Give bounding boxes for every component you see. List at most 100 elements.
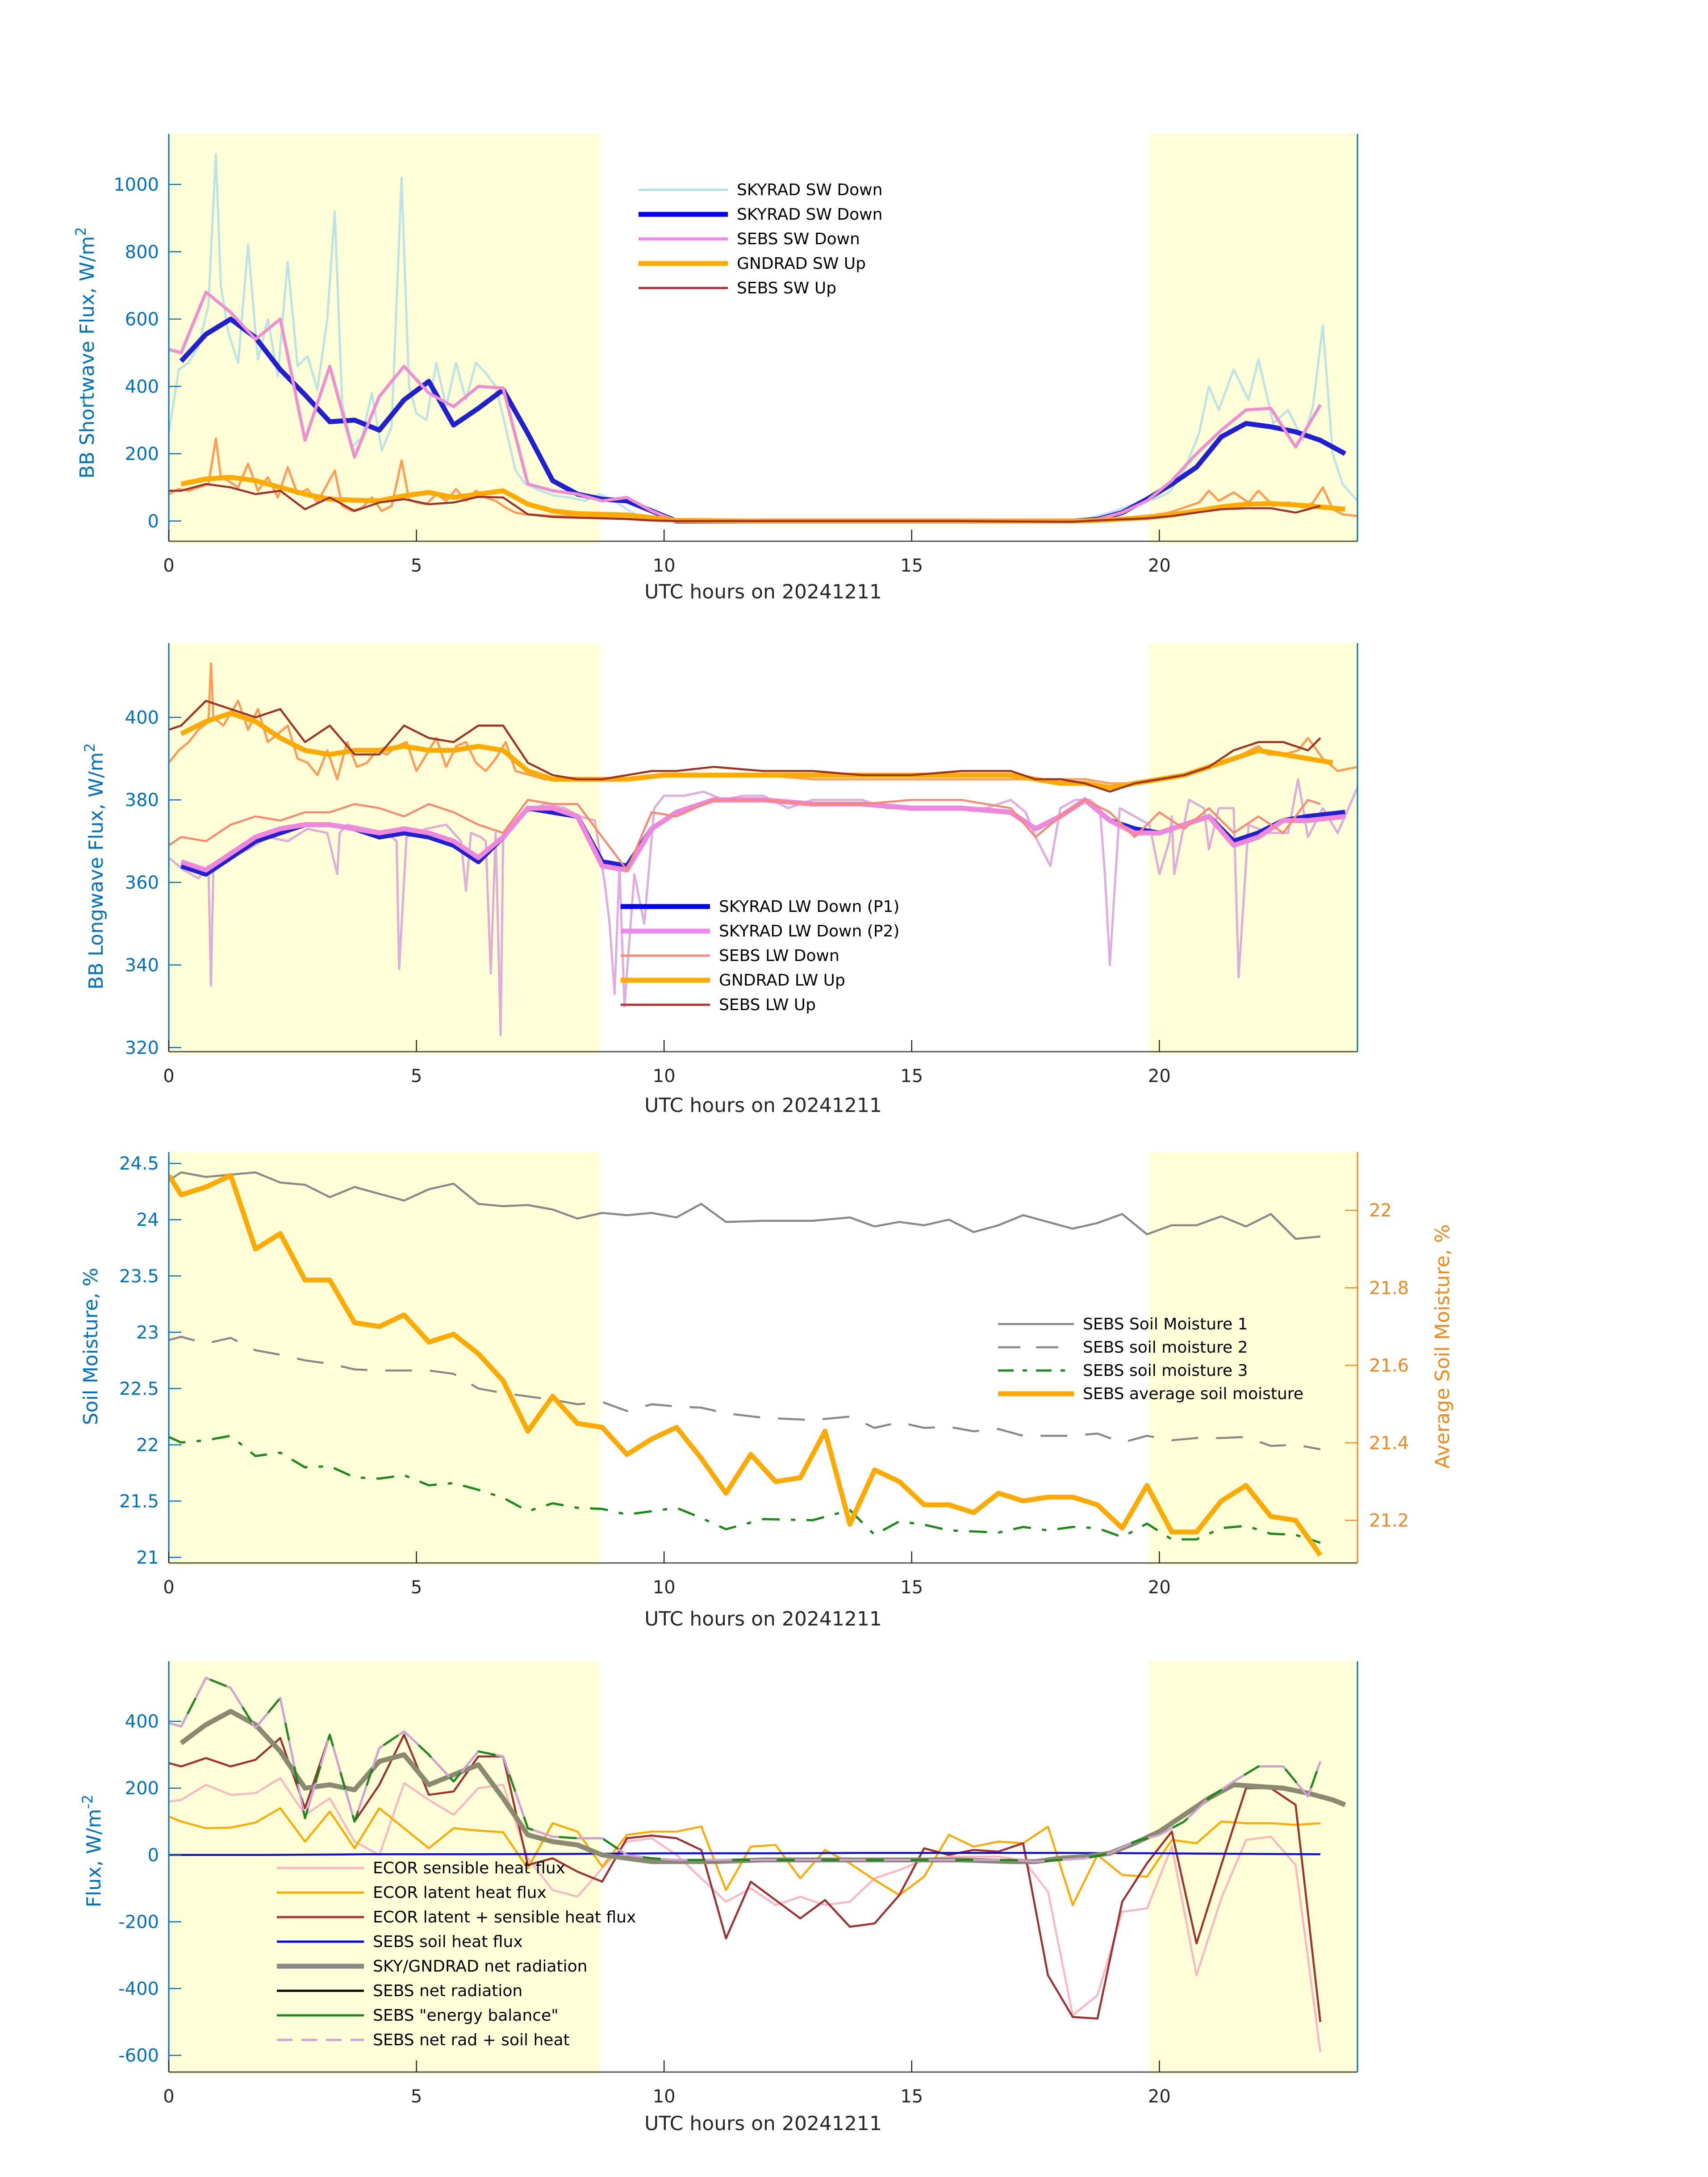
legend-item: SKYRAD SW Down xyxy=(639,181,882,199)
legend-item: SEBS LW Up xyxy=(621,996,816,1014)
legend-label: SKY/GNDRAD net radiation xyxy=(373,1957,587,1976)
x-tick-label: 20 xyxy=(1148,556,1171,576)
series-line-sebs-soil-moisture-2 xyxy=(169,1336,1321,1450)
x-tick-label: 10 xyxy=(653,1577,676,1598)
y-tick-label: 21.5 xyxy=(119,1491,159,1512)
legend-label: SEBS LW Up xyxy=(719,996,816,1014)
x-tick-label: 10 xyxy=(653,1066,676,1086)
y-right-tick-label: 21.6 xyxy=(1369,1355,1409,1376)
daylight-shading xyxy=(1149,643,1357,1054)
legend-item: SEBS soil moisture 2 xyxy=(998,1338,1248,1357)
plot-area: 21 21.5 22 22.5 23 23.5 24 24.5 21.2 21.4 21.6 21.8… xyxy=(119,1152,1409,1598)
y-tick-label: 0 xyxy=(148,511,159,532)
legend-label: SKYRAD SW Down xyxy=(737,205,882,224)
daylight-shading xyxy=(169,643,600,1054)
legend-item: SEBS average soil moisture xyxy=(998,1385,1303,1403)
series-group xyxy=(169,153,1357,524)
legend-item: SEBS Soil Moisture 1 xyxy=(998,1315,1248,1333)
y-tick-label: -600 xyxy=(118,2046,159,2066)
x-axis-label: UTC hours on 20241211 xyxy=(644,581,882,603)
y-tick-label: -200 xyxy=(118,1912,159,1932)
y-right-tick-label: 21.4 xyxy=(1369,1433,1409,1454)
legend-label: SEBS average soil moisture xyxy=(1083,1385,1303,1403)
x-tick-label: 5 xyxy=(411,1066,422,1086)
x-tick-label: 0 xyxy=(163,2086,174,2107)
legend-label: SEBS SW Up xyxy=(737,279,836,297)
plot-area: 320 340 360 380 400 0 5 10 15 20 xyxy=(125,643,1358,1086)
legend-item: ECOR latent + sensible heat flux xyxy=(277,1908,636,1926)
legend-label: SEBS net radiation xyxy=(373,1982,522,2000)
x-tick-label: 20 xyxy=(1148,1577,1171,1598)
x-tick-label: 0 xyxy=(163,1066,174,1086)
y-tick-label: 600 xyxy=(125,309,159,330)
plot-area: -600 -400 -200 0 200 400 0 5 10 15 20 xyxy=(118,1661,1358,2107)
legend-label: SKYRAD SW Down xyxy=(737,181,882,199)
longwave-chart: 320 340 360 380 400 0 5 10 15 20 BB Longwave Flux… xyxy=(81,643,1358,1117)
legend-label: SEBS "energy balance" xyxy=(373,2006,559,2025)
legend-item: SKYRAD LW Down (P1) xyxy=(621,898,899,916)
y-right-tick-label: 22 xyxy=(1369,1200,1392,1221)
series-line-sebs-net-rad-soil-heat xyxy=(169,1677,1321,1863)
legend-item: SKYRAD SW Down xyxy=(639,205,882,224)
legend-label: SEBS soil heat flux xyxy=(373,1933,523,1951)
y-tick-label: -400 xyxy=(118,1979,159,1999)
legend-item: SKYRAD LW Down (P2) xyxy=(621,922,899,940)
series-line-skyrad-sw-down xyxy=(169,153,1357,522)
x-tick-label: 15 xyxy=(900,1066,923,1086)
y-tick-label: 400 xyxy=(125,376,159,397)
legend-item: SEBS "energy balance" xyxy=(277,2006,559,2025)
y-tick-label: 400 xyxy=(125,1712,159,1732)
series-line-ecor-sensible-heat-flux xyxy=(169,1777,1322,2052)
legend: ECOR sensible heat flux ECOR latent heat … xyxy=(277,1859,636,2049)
legend-item: SEBS SW Up xyxy=(639,279,836,297)
series-line-sebs-sw-down xyxy=(169,290,1322,523)
series-group xyxy=(169,1171,1323,1557)
x-tick-label: 15 xyxy=(900,1577,923,1598)
legend-label: GNDRAD SW Up xyxy=(737,255,866,273)
legend-item: ECOR sensible heat flux xyxy=(277,1859,565,1877)
y-tick-label: 22.5 xyxy=(119,1379,159,1399)
legend: SEBS Soil Moisture 1 SEBS soil moisture 2… xyxy=(998,1315,1303,1403)
x-axis-label: UTC hours on 20241211 xyxy=(644,1608,882,1630)
legend-item: GNDRAD LW Up xyxy=(621,971,845,990)
x-tick-label: 10 xyxy=(653,2086,676,2107)
y-tick-label: 200 xyxy=(125,444,159,464)
legend-item: GNDRAD SW Up xyxy=(639,255,866,273)
daylight-shading xyxy=(169,1152,600,1566)
y-tick-label: 200 xyxy=(125,1778,159,1799)
y-tick-label: 24 xyxy=(136,1210,159,1230)
y-tick-label: 24.5 xyxy=(119,1153,159,1174)
daylight-shading xyxy=(1149,1661,1357,2075)
y-tick-label: 360 xyxy=(125,873,159,893)
daylight-shading xyxy=(169,134,600,544)
x-tick-label: 10 xyxy=(653,556,676,576)
y-axis-right-label: Average Soil Moisture, % xyxy=(1431,1224,1454,1468)
x-tick-label: 5 xyxy=(411,2086,422,2107)
series-line-sebs-sw-up xyxy=(169,483,1321,523)
y-tick-label: 800 xyxy=(125,242,159,263)
x-axis-label: UTC hours on 20241211 xyxy=(644,1094,882,1117)
legend-label: ECOR latent + sensible heat flux xyxy=(373,1908,636,1926)
legend: SKYRAD SW Down SKYRAD SW Down SEBS SW Down… xyxy=(639,181,882,297)
soil-moisture-chart: 21 21.5 22 22.5 23 23.5 24 24.5 21.2 21.4 21.6 21.8… xyxy=(79,1152,1454,1630)
x-tick-label: 20 xyxy=(1148,1066,1171,1086)
legend-label: SKYRAD LW Down (P1) xyxy=(719,898,899,916)
legend-item: SEBS LW Down xyxy=(621,947,839,965)
legend-label: SEBS LW Down xyxy=(719,947,839,965)
y-tick-label: 340 xyxy=(125,955,159,976)
y-axis-label: BB Longwave Flux, W/m2 xyxy=(81,743,108,990)
series-group xyxy=(169,1677,1346,2052)
series-line-gndrad-sw-up xyxy=(169,437,1357,522)
daylight-shading xyxy=(1149,1152,1357,1566)
legend-label: GNDRAD LW Up xyxy=(719,971,845,990)
series-line-skyrad-lw-down-p2 xyxy=(180,797,1345,873)
plot-area: 0 200 400 600 800 1000 0 5 10 15 20 xyxy=(113,134,1358,576)
series-line-sebs-soil-moisture-3 xyxy=(169,1434,1321,1544)
series-line-sebs-lw-up xyxy=(169,700,1321,793)
legend-item: SEBS SW Down xyxy=(639,230,860,248)
legend-label: SKYRAD LW Down (P2) xyxy=(719,922,899,940)
y-tick-label: 0 xyxy=(148,1845,159,1866)
x-tick-label: 5 xyxy=(411,556,422,576)
